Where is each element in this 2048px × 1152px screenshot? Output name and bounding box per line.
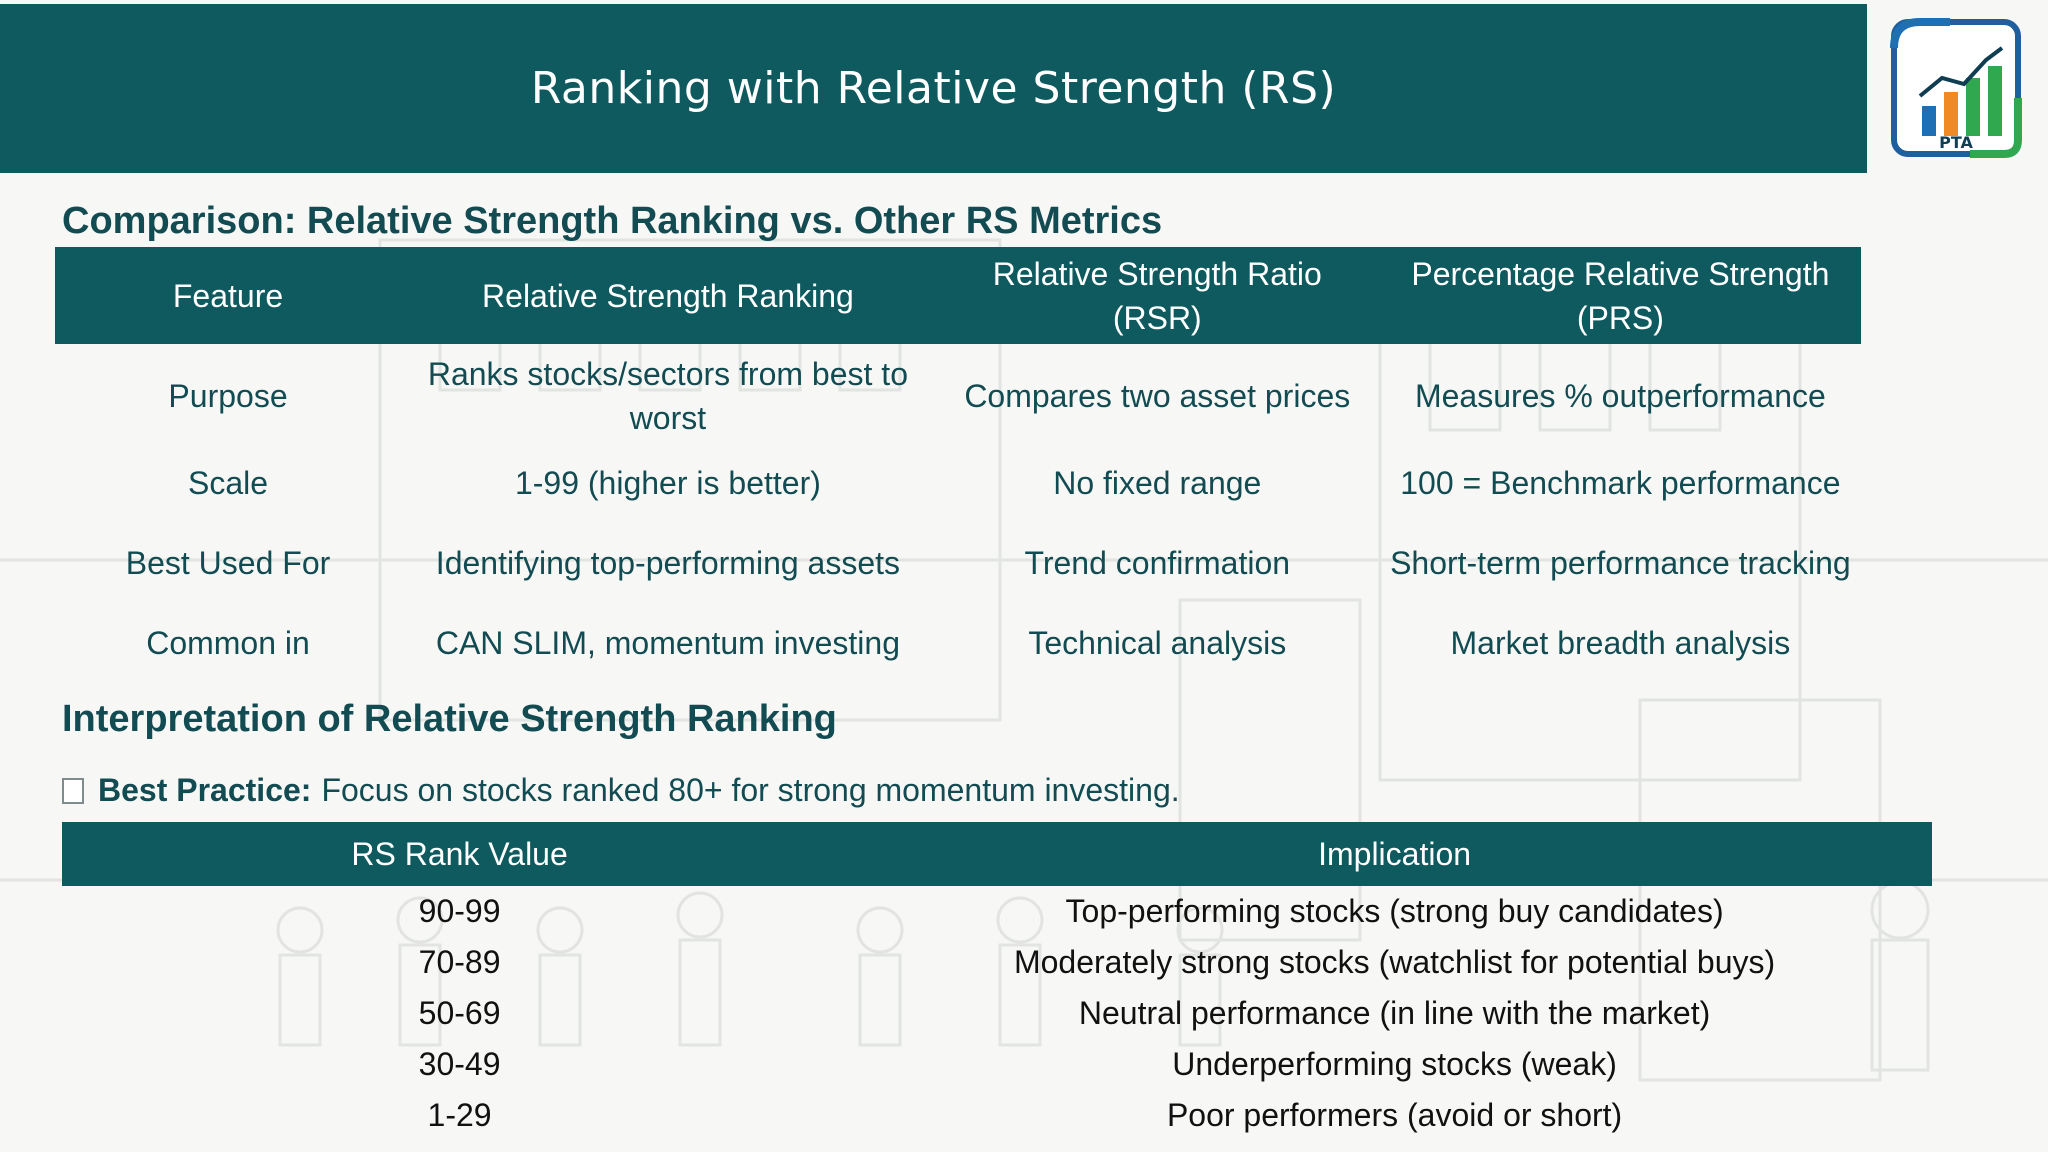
best-practice-note: Best Practice: Focus on stocks ranked 80…: [62, 772, 1180, 809]
table-cell: Measures % outperformance: [1414, 377, 1826, 414]
column-header: Implication: [857, 822, 1932, 886]
table-cell: 1-99 (higher is better): [514, 464, 821, 501]
table-cell: 100 = Benchmark performance: [1400, 464, 1841, 501]
rank-implication: Moderately strong stocks (watchlist for …: [1013, 944, 1776, 980]
comparison-heading: Comparison: Relative Strength Ranking vs…: [62, 200, 1163, 242]
checkbox-icon: [62, 777, 84, 804]
table-cell: Trend confirmation: [1024, 545, 1291, 581]
column-header: Relative Strength Ratio (RSR): [934, 247, 1380, 344]
table-cell: Market breadth analysis: [1450, 625, 1791, 661]
table-cell: Best Used For: [125, 545, 331, 581]
pta-logo: PTA: [1890, 18, 2022, 158]
comparison-table: Feature Relative Strength Ranking Relati…: [55, 247, 1861, 678]
table-row: Scale 1-99 (higher is better) No fixed r…: [55, 447, 1861, 518]
best-practice-label: Best Practice:: [98, 772, 312, 808]
column-header: RS Rank Value: [62, 822, 858, 886]
table-row: 90-99 Top-performing stocks (strong buy …: [62, 886, 1932, 937]
table-row: Best Used For Identifying top-performing…: [55, 518, 1861, 608]
table-cell: Ranks stocks/sectors from best to worst: [427, 355, 908, 436]
table-cell: No fixed range: [1053, 464, 1262, 501]
column-header: Percentage Relative Strength (PRS): [1379, 247, 1861, 344]
rank-implication: Top-performing stocks (strong buy candid…: [1065, 893, 1724, 929]
table-cell: Identifying top-performing assets: [435, 545, 901, 581]
table-header-row: RS Rank Value Implication: [62, 822, 1932, 886]
rank-value: 1-29: [427, 1097, 492, 1133]
table-cell: Scale: [187, 464, 269, 501]
rank-value: 50-69: [418, 995, 501, 1031]
rank-value: 90-99: [418, 893, 501, 929]
table-cell: CAN SLIM, momentum investing: [435, 625, 900, 661]
rs-rank-table: RS Rank Value Implication 90-99 Top-perf…: [62, 822, 1932, 1141]
table-row: 30-49 Underperforming stocks (weak): [62, 1039, 1932, 1090]
rank-implication: Poor performers (avoid or short): [1166, 1097, 1623, 1133]
svg-text:PTA: PTA: [1939, 133, 1973, 152]
table-cell: Compares two asset prices: [964, 377, 1351, 414]
rank-value: 30-49: [418, 1046, 501, 1082]
table-row: 50-69 Neutral performance (in line with …: [62, 988, 1932, 1039]
table-header-row: Feature Relative Strength Ranking Relati…: [55, 247, 1861, 344]
title-bar: Ranking with Relative Strength (RS): [0, 4, 1867, 173]
rank-value: 70-89: [418, 944, 501, 980]
column-header: Relative Strength Ranking: [401, 247, 935, 344]
table-cell: Technical analysis: [1028, 625, 1287, 661]
column-header: Feature: [55, 247, 402, 344]
table-row: 70-89 Moderately strong stocks (watchlis…: [62, 937, 1932, 988]
table-cell: Purpose: [168, 377, 288, 414]
table-cell: Short-term performance tracking: [1390, 545, 1851, 581]
table-cell: Common in: [146, 625, 310, 661]
page-title: Ranking with Relative Strength (RS): [530, 63, 1337, 114]
rank-implication: Neutral performance (in line with the ma…: [1078, 995, 1711, 1031]
table-row: 1-29 Poor performers (avoid or short): [62, 1090, 1932, 1141]
best-practice-text: Focus on stocks ranked 80+ for strong mo…: [321, 772, 1180, 808]
interpretation-heading: Interpretation of Relative Strength Rank…: [62, 698, 837, 740]
rank-implication: Underperforming stocks (weak): [1172, 1046, 1617, 1082]
table-row: Purpose Ranks stocks/sectors from best t…: [55, 344, 1861, 447]
table-row: Common in CAN SLIM, momentum investing T…: [55, 608, 1861, 678]
